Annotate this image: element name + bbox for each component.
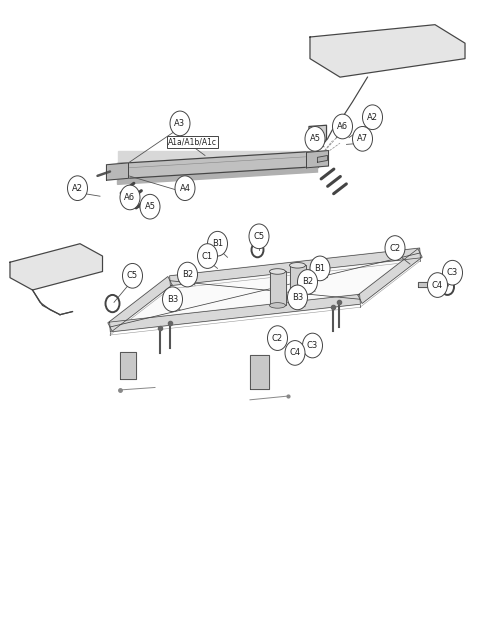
Circle shape xyxy=(120,185,140,210)
Circle shape xyxy=(140,194,160,219)
Text: A5: A5 xyxy=(310,135,320,143)
Circle shape xyxy=(298,270,318,294)
Circle shape xyxy=(208,231,228,256)
Text: B2: B2 xyxy=(182,270,193,279)
Circle shape xyxy=(352,126,372,151)
Ellipse shape xyxy=(290,263,306,268)
Ellipse shape xyxy=(290,297,306,302)
Polygon shape xyxy=(170,248,420,286)
Ellipse shape xyxy=(270,303,285,308)
Polygon shape xyxy=(118,167,318,184)
Polygon shape xyxy=(106,163,128,180)
Circle shape xyxy=(442,260,462,285)
Polygon shape xyxy=(309,125,326,142)
Polygon shape xyxy=(120,352,136,379)
Ellipse shape xyxy=(270,269,285,274)
Circle shape xyxy=(362,105,382,130)
Circle shape xyxy=(198,244,218,268)
Polygon shape xyxy=(358,249,422,304)
Circle shape xyxy=(302,333,322,358)
Text: B2: B2 xyxy=(302,278,313,286)
Text: A3: A3 xyxy=(174,119,186,128)
Polygon shape xyxy=(250,355,268,389)
Circle shape xyxy=(288,285,308,310)
Text: A2: A2 xyxy=(367,113,378,122)
Text: C5: C5 xyxy=(254,232,264,241)
Circle shape xyxy=(305,126,325,151)
Text: C4: C4 xyxy=(290,349,300,357)
Text: B3: B3 xyxy=(292,293,303,302)
Polygon shape xyxy=(310,25,465,77)
Text: A7: A7 xyxy=(357,135,368,143)
Polygon shape xyxy=(108,276,172,331)
Text: B3: B3 xyxy=(167,295,178,304)
Circle shape xyxy=(285,341,305,365)
Text: B1: B1 xyxy=(212,239,223,248)
Circle shape xyxy=(68,176,87,201)
Text: C3: C3 xyxy=(447,268,458,277)
Polygon shape xyxy=(418,282,439,287)
Text: A1a/A1b/A1c: A1a/A1b/A1c xyxy=(168,138,217,146)
Polygon shape xyxy=(290,265,306,299)
Circle shape xyxy=(385,236,405,260)
Text: C2: C2 xyxy=(272,334,283,342)
Polygon shape xyxy=(110,253,420,327)
Text: C2: C2 xyxy=(390,244,400,252)
Circle shape xyxy=(175,176,195,201)
Circle shape xyxy=(332,114,352,139)
Text: A6: A6 xyxy=(337,122,348,131)
Circle shape xyxy=(170,111,190,136)
Polygon shape xyxy=(118,151,318,164)
Circle shape xyxy=(249,224,269,249)
Text: A5: A5 xyxy=(144,202,156,211)
Circle shape xyxy=(122,263,142,288)
Polygon shape xyxy=(10,244,102,290)
Text: C3: C3 xyxy=(307,341,318,350)
Text: C5: C5 xyxy=(127,271,138,280)
Circle shape xyxy=(268,326,287,350)
Polygon shape xyxy=(118,151,318,179)
Circle shape xyxy=(428,273,448,297)
Text: A6: A6 xyxy=(124,193,136,202)
Polygon shape xyxy=(110,294,360,332)
Text: A4: A4 xyxy=(180,184,190,193)
Polygon shape xyxy=(306,151,328,168)
Polygon shape xyxy=(318,155,328,162)
Text: C1: C1 xyxy=(202,252,213,260)
Text: C4: C4 xyxy=(432,281,443,289)
Polygon shape xyxy=(270,271,285,305)
Circle shape xyxy=(310,256,330,281)
Circle shape xyxy=(178,262,198,287)
Text: A2: A2 xyxy=(72,184,83,193)
Text: B1: B1 xyxy=(314,264,326,273)
Circle shape xyxy=(162,287,182,312)
